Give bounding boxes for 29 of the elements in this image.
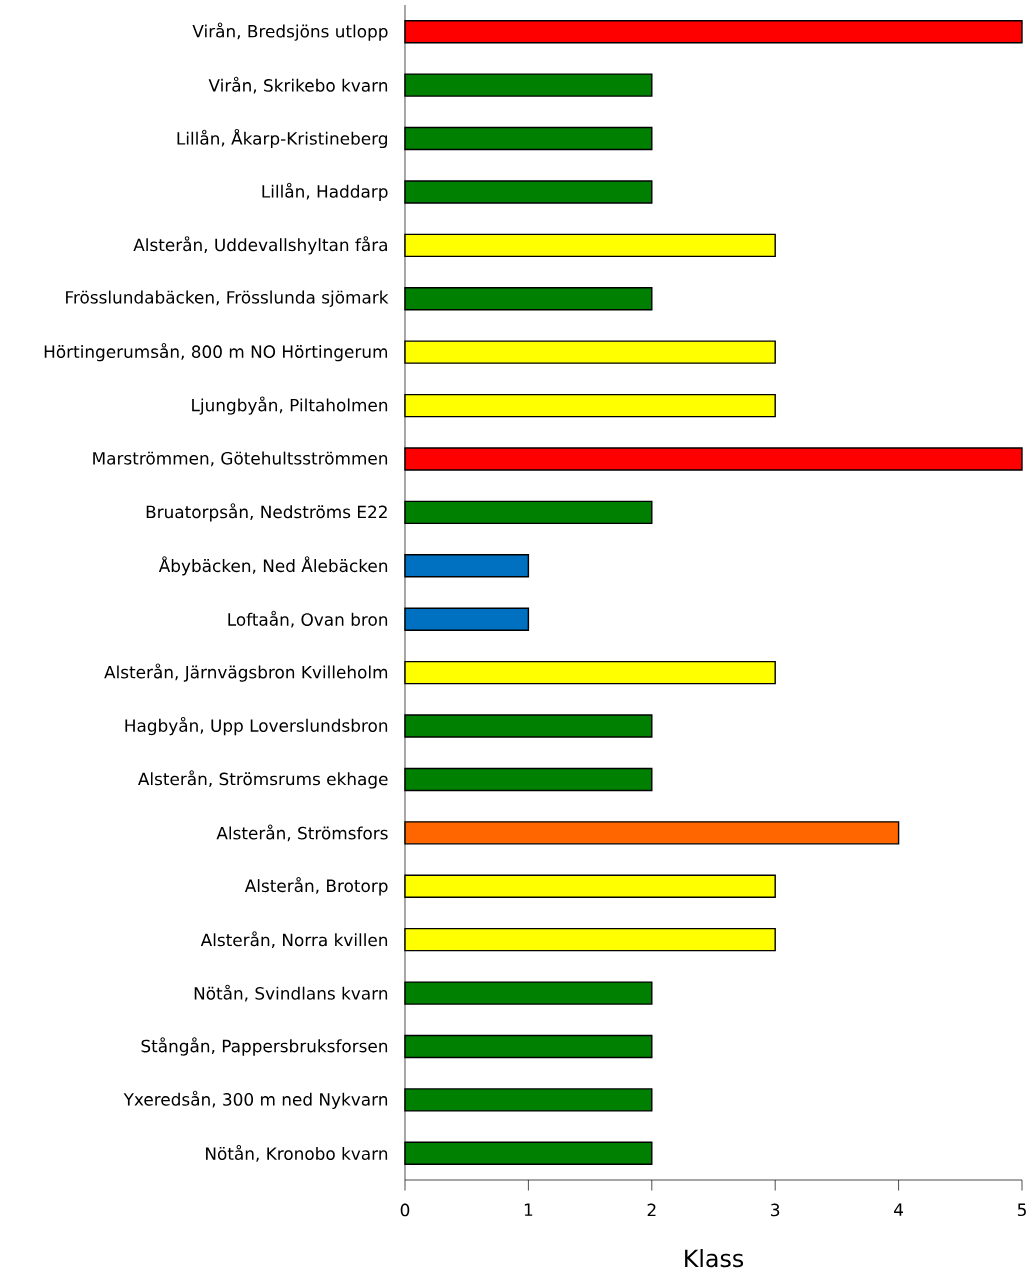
- y-tick-label: Hagbyån, Upp Loverslundsbron: [125, 716, 388, 736]
- y-tick-label: Lillån, Haddarp: [262, 182, 388, 202]
- y-tick-label: Marströmmen, Götehultsströmmen: [93, 451, 388, 467]
- y-tick-label: Virån, Skrikebo kvarn: [208, 76, 388, 94]
- y-tick-label: Yxeredsån, 300 m ned Nykvarn: [123, 1090, 388, 1110]
- y-tick-label: Frösslundabäcken, Frösslunda sjömark: [66, 290, 389, 307]
- y-tick-label: Åbybäcken, Ned Ålebäcken: [158, 556, 388, 576]
- y-tick-label: Alsterån, Uddevallshyltan fåra: [133, 236, 387, 255]
- y-tick-label: Nötån, Svindlans kvarn: [194, 984, 388, 1002]
- y-tick-label: Ljungbyån, Piltaholmen: [192, 396, 388, 415]
- y-tick-label: Alsterån, Norra kvillen: [200, 931, 388, 949]
- y-tick-label: Alsterån, Strömsrums ekhage: [138, 770, 388, 789]
- y-tick-label: Lillån, Åkarp-Kristineberg: [177, 128, 387, 149]
- y-tick-label: Bruatorpsån, Nedströms E22: [146, 503, 387, 522]
- x-tick-label: 2: [647, 1203, 656, 1217]
- x-tick-label: 5: [1017, 1203, 1026, 1217]
- x-tick-label: 0: [400, 1203, 410, 1217]
- y-tick-label: Virån, Bredsjöns utlopp: [192, 22, 388, 41]
- x-axis-title: Klass: [685, 1249, 744, 1268]
- x-tick-label: 4: [894, 1203, 904, 1216]
- y-tick-label: Loftaån, Ovan bron: [228, 610, 388, 628]
- y-tick-label: Hörtingerumsån, 800 m NO Hörtingerum: [44, 343, 388, 362]
- y-tick-label: Stångån, Pappersbruksforsen: [141, 1037, 388, 1056]
- x-tick-label: 3: [771, 1203, 780, 1217]
- y-tick-label: Alsterån, Strömsfors: [216, 824, 388, 842]
- x-tick-label: 1: [524, 1203, 533, 1216]
- y-tick-label: Alsterån, Brotorp: [244, 877, 388, 896]
- y-tick-label: Alsterån, Järnvägsbron Kvilleholm: [104, 663, 388, 682]
- y-tick-label: Nötån, Kronobo kvarn: [206, 1144, 388, 1162]
